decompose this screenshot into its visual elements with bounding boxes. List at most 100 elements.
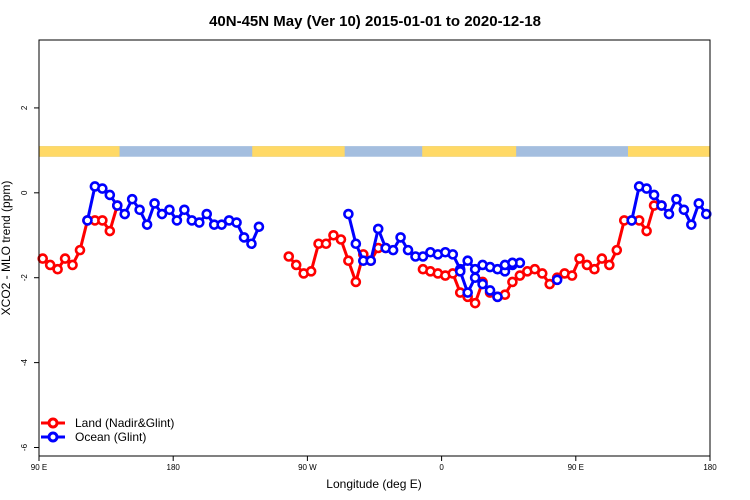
y-tick-label: -6	[20, 443, 29, 451]
land-data-point	[529, 263, 541, 275]
land-data-point	[641, 225, 652, 237]
ocean-data-point	[671, 193, 682, 205]
ocean-data-point	[231, 217, 242, 228]
x-tick-label: 180	[703, 463, 717, 472]
ocean-data-point	[387, 244, 399, 256]
y-tick-label: -2	[20, 274, 29, 282]
land-ocean-bar	[39, 146, 710, 157]
land-data-point	[574, 253, 585, 264]
ocean-data-point	[462, 255, 473, 267]
land-data-point	[350, 276, 362, 288]
ocean-data-point	[126, 193, 138, 205]
ocean-data-point	[365, 255, 377, 267]
y-tick-label: 0	[20, 190, 29, 195]
y-tick-label: -4	[20, 359, 29, 367]
land-data-point	[335, 234, 347, 245]
ocean-data-point	[477, 278, 488, 290]
ocean-data-point	[179, 204, 190, 216]
ocean-data-point	[663, 208, 675, 220]
series-layer	[37, 181, 712, 309]
legend-land-marker	[47, 417, 59, 429]
ocean-data-point	[462, 287, 473, 298]
land-data-point	[320, 238, 332, 250]
ocean-data-point	[119, 208, 131, 220]
ocean-data-point	[686, 219, 697, 230]
land-data-point	[589, 263, 600, 275]
ocean-data-point	[551, 274, 563, 286]
x-axis: 90 E 180 90 W 0 90 E 180	[31, 456, 717, 472]
ocean-data-point	[648, 189, 660, 201]
land-data-point	[544, 278, 556, 290]
legend-ocean-marker	[47, 431, 59, 443]
ocean-data-point	[253, 221, 265, 233]
ocean-data-point	[164, 204, 175, 216]
x-axis-label: Longitude (deg E)	[326, 477, 421, 491]
land-series-line	[41, 205, 119, 271]
land-data-point	[507, 276, 518, 288]
land-strip-segment	[627, 146, 710, 157]
land-data-point	[74, 244, 86, 256]
ocean-data-point	[641, 183, 652, 194]
ocean-data-point	[484, 285, 496, 296]
land-data-point	[44, 259, 56, 271]
land-data-point	[37, 253, 49, 264]
ocean-data-point	[454, 266, 466, 277]
land-data-point	[596, 253, 608, 264]
plot-frame	[38, 39, 711, 457]
land-strip-segment	[39, 146, 120, 157]
ocean-data-point	[193, 217, 205, 228]
ocean-data-point	[104, 189, 116, 201]
land-data-point	[566, 270, 578, 281]
ocean-data-point	[141, 219, 153, 230]
ocean-data-point	[447, 249, 459, 260]
legend-land-label: Land (Nadir&Glint)	[75, 416, 174, 430]
land-strip-segment	[422, 146, 517, 157]
ocean-data-point	[97, 183, 108, 194]
ocean-data-point	[350, 238, 362, 250]
y-axis: 2 0 -2 -4 -6	[20, 105, 39, 451]
y-tick-label: 2	[20, 105, 29, 110]
land-data-point	[97, 215, 108, 226]
x-tick-label: 90 E	[568, 463, 584, 472]
legend: Land (Nadir&Glint) Ocean (Glint)	[41, 416, 174, 444]
ocean-data-point	[134, 204, 145, 216]
ocean-data-point	[149, 198, 160, 209]
ocean-data-point	[656, 200, 667, 211]
land-data-point	[283, 251, 295, 262]
land-data-point	[611, 244, 623, 256]
ocean-data-point	[626, 215, 638, 226]
land-data-point	[343, 255, 354, 267]
land-strip-segment	[252, 146, 345, 157]
ocean-data-point	[693, 198, 705, 209]
ocean-data-point	[246, 238, 257, 250]
land-data-point	[581, 259, 593, 271]
ocean-data-point	[395, 232, 406, 243]
legend-ocean-label: Ocean (Glint)	[75, 430, 146, 444]
y-axis-label: XCO2 - MLO trend (ppm)	[0, 181, 13, 316]
ocean-data-point	[678, 204, 690, 216]
ocean-data-point	[343, 208, 354, 220]
ocean-data-point	[469, 272, 481, 284]
x-tick-label: 90 W	[298, 463, 317, 472]
ocean-strip	[39, 146, 710, 157]
ocean-series	[82, 181, 712, 303]
ocean-data-point	[216, 219, 227, 230]
ocean-data-point	[82, 215, 93, 226]
chart-title: 40N-45N May (Ver 10) 2015-01-01 to 2020-…	[209, 13, 541, 30]
land-data-point	[328, 229, 339, 241]
x-tick-label: 90 E	[31, 463, 47, 472]
land-data-point	[52, 263, 63, 275]
ocean-data-point	[417, 251, 429, 262]
ocean-data-point	[171, 215, 183, 226]
land-data-point	[536, 268, 548, 279]
x-tick-label: 180	[167, 463, 181, 472]
ocean-data-point	[372, 223, 384, 235]
land-data-point	[59, 253, 71, 264]
ocean-data-point	[700, 208, 712, 220]
ocean-data-point	[492, 291, 503, 303]
ocean-data-point	[238, 232, 250, 243]
ocean-data-point	[507, 257, 518, 269]
ocean-data-point	[402, 244, 414, 256]
ocean-data-point	[156, 208, 168, 220]
